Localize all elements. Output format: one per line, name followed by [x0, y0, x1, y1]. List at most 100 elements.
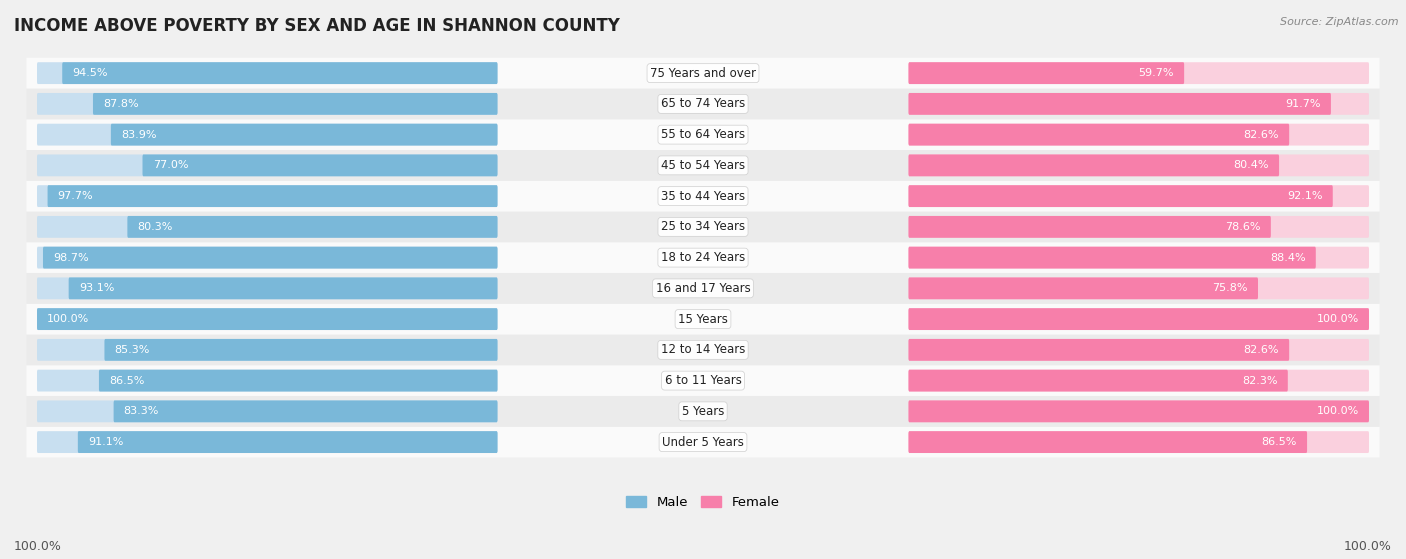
- FancyBboxPatch shape: [27, 58, 1379, 88]
- FancyBboxPatch shape: [908, 216, 1271, 238]
- Text: 80.4%: 80.4%: [1233, 160, 1270, 170]
- Text: 100.0%: 100.0%: [1344, 541, 1392, 553]
- Text: 82.6%: 82.6%: [1243, 345, 1279, 355]
- FancyBboxPatch shape: [98, 369, 498, 391]
- FancyBboxPatch shape: [908, 277, 1258, 299]
- Text: 88.4%: 88.4%: [1270, 253, 1306, 263]
- Text: 85.3%: 85.3%: [114, 345, 150, 355]
- FancyBboxPatch shape: [37, 431, 498, 453]
- Text: 100.0%: 100.0%: [1316, 406, 1358, 416]
- Text: 93.1%: 93.1%: [79, 283, 114, 293]
- FancyBboxPatch shape: [908, 185, 1333, 207]
- FancyBboxPatch shape: [27, 334, 1379, 365]
- Text: 78.6%: 78.6%: [1225, 222, 1261, 232]
- FancyBboxPatch shape: [27, 396, 1379, 427]
- Text: 82.6%: 82.6%: [1243, 130, 1279, 140]
- FancyBboxPatch shape: [27, 304, 1379, 334]
- FancyBboxPatch shape: [37, 124, 498, 145]
- FancyBboxPatch shape: [908, 216, 1369, 238]
- FancyBboxPatch shape: [37, 247, 498, 268]
- Text: 80.3%: 80.3%: [138, 222, 173, 232]
- FancyBboxPatch shape: [27, 181, 1379, 211]
- FancyBboxPatch shape: [908, 93, 1369, 115]
- FancyBboxPatch shape: [142, 154, 498, 176]
- FancyBboxPatch shape: [27, 119, 1379, 150]
- Text: 75.8%: 75.8%: [1212, 283, 1249, 293]
- FancyBboxPatch shape: [37, 400, 498, 422]
- FancyBboxPatch shape: [48, 185, 498, 207]
- FancyBboxPatch shape: [908, 185, 1369, 207]
- FancyBboxPatch shape: [37, 154, 498, 176]
- FancyBboxPatch shape: [908, 369, 1288, 391]
- FancyBboxPatch shape: [908, 62, 1184, 84]
- FancyBboxPatch shape: [908, 308, 1369, 330]
- FancyBboxPatch shape: [908, 431, 1369, 453]
- FancyBboxPatch shape: [37, 62, 498, 84]
- FancyBboxPatch shape: [27, 242, 1379, 273]
- FancyBboxPatch shape: [908, 400, 1369, 422]
- Text: 100.0%: 100.0%: [1316, 314, 1358, 324]
- FancyBboxPatch shape: [114, 400, 498, 422]
- Text: 100.0%: 100.0%: [48, 314, 90, 324]
- FancyBboxPatch shape: [908, 247, 1369, 268]
- Text: 100.0%: 100.0%: [14, 541, 62, 553]
- Text: Under 5 Years: Under 5 Years: [662, 435, 744, 448]
- FancyBboxPatch shape: [27, 427, 1379, 457]
- Text: 59.7%: 59.7%: [1139, 68, 1174, 78]
- FancyBboxPatch shape: [908, 339, 1369, 361]
- FancyBboxPatch shape: [69, 277, 498, 299]
- FancyBboxPatch shape: [37, 308, 498, 330]
- FancyBboxPatch shape: [104, 339, 498, 361]
- FancyBboxPatch shape: [908, 339, 1289, 361]
- FancyBboxPatch shape: [908, 308, 1369, 330]
- Text: 15 Years: 15 Years: [678, 312, 728, 325]
- Text: 83.3%: 83.3%: [124, 406, 159, 416]
- Text: 75 Years and over: 75 Years and over: [650, 67, 756, 79]
- FancyBboxPatch shape: [908, 124, 1369, 145]
- Text: 45 to 54 Years: 45 to 54 Years: [661, 159, 745, 172]
- FancyBboxPatch shape: [908, 154, 1279, 176]
- Text: 12 to 14 Years: 12 to 14 Years: [661, 343, 745, 356]
- FancyBboxPatch shape: [111, 124, 498, 145]
- Text: INCOME ABOVE POVERTY BY SEX AND AGE IN SHANNON COUNTY: INCOME ABOVE POVERTY BY SEX AND AGE IN S…: [14, 17, 620, 35]
- FancyBboxPatch shape: [27, 365, 1379, 396]
- Text: 94.5%: 94.5%: [72, 68, 108, 78]
- FancyBboxPatch shape: [908, 93, 1331, 115]
- Text: 55 to 64 Years: 55 to 64 Years: [661, 128, 745, 141]
- Text: 5 Years: 5 Years: [682, 405, 724, 418]
- FancyBboxPatch shape: [62, 62, 498, 84]
- FancyBboxPatch shape: [37, 277, 498, 299]
- Text: 97.7%: 97.7%: [58, 191, 93, 201]
- Legend: Male, Female: Male, Female: [621, 491, 785, 514]
- Text: 18 to 24 Years: 18 to 24 Years: [661, 251, 745, 264]
- Text: 87.8%: 87.8%: [103, 99, 139, 109]
- Text: 83.9%: 83.9%: [121, 130, 156, 140]
- FancyBboxPatch shape: [37, 369, 498, 391]
- FancyBboxPatch shape: [37, 339, 498, 361]
- FancyBboxPatch shape: [908, 369, 1369, 391]
- Text: 98.7%: 98.7%: [53, 253, 89, 263]
- FancyBboxPatch shape: [908, 277, 1369, 299]
- FancyBboxPatch shape: [44, 247, 498, 268]
- FancyBboxPatch shape: [37, 185, 498, 207]
- Text: 25 to 34 Years: 25 to 34 Years: [661, 220, 745, 233]
- FancyBboxPatch shape: [908, 247, 1316, 268]
- FancyBboxPatch shape: [93, 93, 498, 115]
- FancyBboxPatch shape: [908, 400, 1369, 422]
- Text: Source: ZipAtlas.com: Source: ZipAtlas.com: [1281, 17, 1399, 27]
- Text: 65 to 74 Years: 65 to 74 Years: [661, 97, 745, 110]
- FancyBboxPatch shape: [37, 93, 498, 115]
- FancyBboxPatch shape: [128, 216, 498, 238]
- Text: 77.0%: 77.0%: [153, 160, 188, 170]
- FancyBboxPatch shape: [908, 431, 1308, 453]
- Text: 82.3%: 82.3%: [1243, 376, 1278, 386]
- FancyBboxPatch shape: [908, 124, 1289, 145]
- FancyBboxPatch shape: [77, 431, 498, 453]
- Text: 91.1%: 91.1%: [89, 437, 124, 447]
- Text: 91.7%: 91.7%: [1285, 99, 1320, 109]
- Text: 6 to 11 Years: 6 to 11 Years: [665, 374, 741, 387]
- FancyBboxPatch shape: [37, 216, 498, 238]
- Text: 86.5%: 86.5%: [110, 376, 145, 386]
- Text: 16 and 17 Years: 16 and 17 Years: [655, 282, 751, 295]
- FancyBboxPatch shape: [37, 308, 498, 330]
